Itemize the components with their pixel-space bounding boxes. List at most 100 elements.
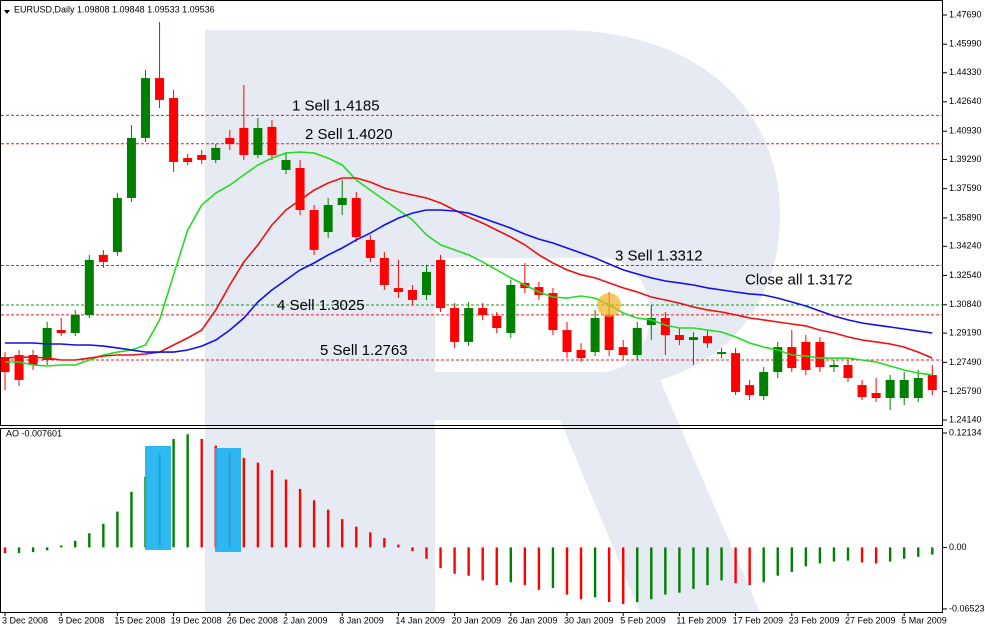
candle-body — [295, 168, 305, 211]
candle-body — [688, 337, 698, 341]
candle-body — [56, 330, 66, 333]
x-tick-label: 5 Feb 2009 — [620, 615, 666, 625]
candle-body — [703, 336, 712, 344]
candle-body — [731, 353, 741, 392]
candle-body — [506, 284, 516, 333]
candle-body — [773, 347, 783, 373]
candle-body — [674, 335, 684, 341]
x-tick-label: 3 Dec 2008 — [2, 615, 48, 625]
ao-frame — [0, 428, 943, 613]
moving-average — [5, 209, 933, 353]
y-tick-label: 1.27490 — [949, 357, 982, 367]
candle-body — [618, 347, 628, 355]
x-tick-label: 30 Jan 2009 — [564, 615, 614, 625]
x-tick-label: 8 Jan 2009 — [339, 615, 384, 625]
highlight-box — [145, 446, 171, 550]
candle-body — [815, 341, 825, 368]
x-tick-label: 5 Mar 2009 — [901, 615, 947, 625]
level-label: 5 Sell 1.2763 — [320, 342, 408, 359]
candle-body — [141, 78, 150, 138]
candle-body — [745, 385, 755, 396]
candle-body — [112, 197, 122, 252]
x-tick-label: 11 Feb 2009 — [676, 615, 726, 625]
candle-body — [885, 379, 895, 398]
candle-body — [562, 330, 572, 353]
y-tick-label: 1.40930 — [949, 126, 982, 136]
y-tick-label: 1.45990 — [949, 39, 982, 49]
level-label: 1 Sell 1.4185 — [292, 97, 380, 114]
candle-body — [211, 147, 221, 160]
candle-body — [28, 354, 38, 365]
candle-body — [84, 259, 94, 315]
candle-body — [183, 158, 193, 163]
highlight-circle — [597, 293, 621, 317]
candle-body — [155, 78, 165, 100]
x-tick-label: 26 Jan 2009 — [508, 615, 558, 625]
candle-body — [407, 289, 417, 300]
candle-body — [590, 318, 600, 353]
candle-body — [492, 315, 502, 328]
candle-body — [717, 352, 727, 354]
candle-body — [253, 127, 263, 155]
x-tick-label: 14 Jan 2009 — [395, 615, 445, 625]
candle-body — [422, 271, 431, 295]
x-tick-label: 20 Jan 2009 — [452, 615, 502, 625]
y-tick-label: 1.30840 — [949, 299, 982, 309]
candle-body — [379, 257, 389, 285]
candle-body — [534, 287, 544, 295]
candle-body — [126, 137, 136, 198]
candle-body — [478, 308, 488, 315]
x-tick-label: 15 Dec 2008 — [114, 615, 165, 625]
candle-body — [913, 378, 923, 398]
candle-body — [436, 259, 446, 309]
candle-body — [323, 205, 333, 233]
y-tick-label: 1.32540 — [949, 270, 982, 280]
candle-body — [871, 393, 881, 398]
chart-title: EURUSD,Daily 1.09808 1.09848 1.09533 1.0… — [14, 4, 215, 14]
y-tick-label: 0.00 — [949, 542, 967, 552]
x-tick-label: 26 Dec 2008 — [227, 615, 278, 625]
y-tick-label: 1.39290 — [949, 154, 982, 164]
x-tick-label: 9 Dec 2008 — [58, 615, 104, 625]
candle-body — [169, 98, 179, 163]
candle-body — [225, 137, 235, 144]
candle-body — [646, 318, 656, 326]
level-label: 4 Sell 1.3025 — [277, 297, 365, 314]
candle-body — [309, 210, 319, 250]
y-tick-label: 1.35890 — [949, 212, 982, 222]
moving-average — [5, 151, 933, 376]
y-tick-label: 1.25790 — [949, 386, 982, 396]
x-tick-label: 17 Feb 2009 — [733, 615, 784, 625]
ao-title: AO -0.007601 — [6, 428, 62, 438]
y-tick-label: 1.44330 — [949, 67, 982, 77]
candle-body — [267, 126, 277, 155]
x-tick-label: 23 Feb 2009 — [789, 615, 840, 625]
candle-body — [365, 239, 375, 258]
x-tick-label: 19 Dec 2008 — [171, 615, 222, 625]
y-tick-label: 0.12134 — [949, 427, 982, 437]
watermark — [205, 30, 780, 612]
candle-body — [337, 197, 347, 206]
candle-body — [759, 372, 769, 397]
y-tick-label: 1.34240 — [949, 241, 982, 251]
candle-body — [843, 364, 853, 379]
y-tick-label: 1.47690 — [949, 9, 982, 19]
x-tick-label: 27 Feb 2009 — [845, 615, 896, 625]
candle-body — [548, 293, 558, 331]
candle-body — [98, 254, 108, 262]
candle-body — [351, 197, 361, 238]
candle-body — [197, 154, 207, 160]
y-tick-label: 1.42640 — [949, 96, 982, 106]
candle-body — [632, 327, 642, 355]
main-frame — [0, 0, 943, 426]
y-tick-label: 1.29190 — [949, 328, 982, 338]
level-label: 2 Sell 1.4020 — [305, 126, 393, 143]
candle-body — [899, 379, 909, 398]
candle-body — [829, 364, 839, 368]
candle-body — [70, 314, 80, 333]
candle-body — [0, 357, 10, 373]
candle-body — [281, 159, 291, 170]
level-label: 3 Sell 1.3312 — [615, 248, 703, 265]
level-label: Close all 1.3172 — [745, 272, 853, 289]
